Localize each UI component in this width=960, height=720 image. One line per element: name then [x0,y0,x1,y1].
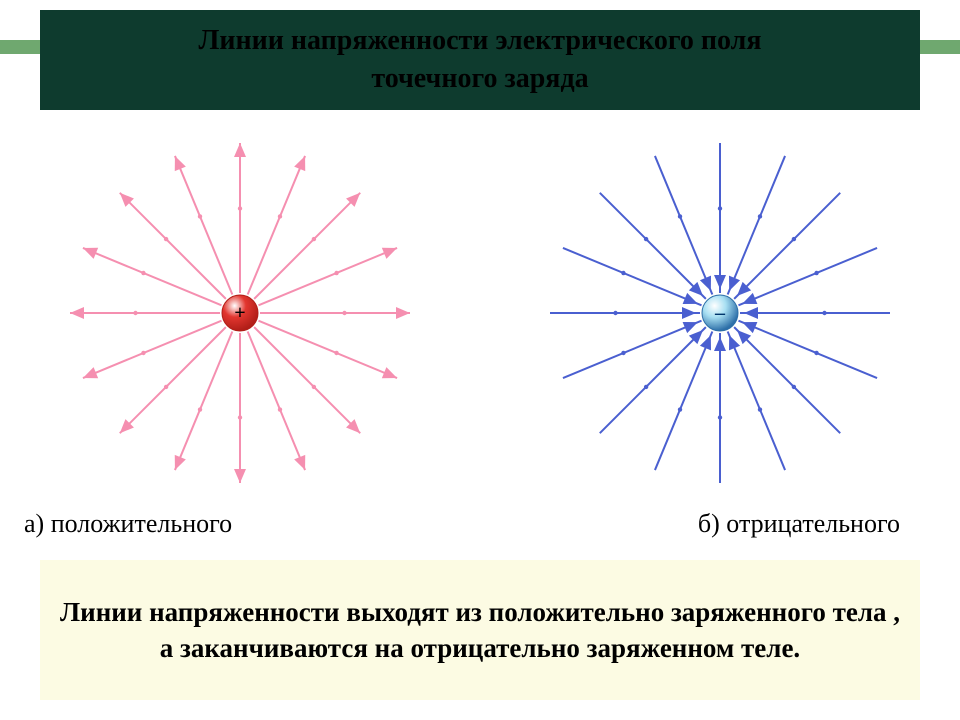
title-line2: точечного заряда [371,63,588,94]
title-line1: Линии напряженности электрического поля [198,25,761,56]
title-banner: Линии напряженности электрического поля … [40,10,920,110]
slide-page: Линии напряженности электрического поля … [0,0,960,720]
positive-caption: а) положительного [24,509,232,539]
footer-text: Линии напряженности выходят из положител… [60,594,900,667]
footer-box: Линии напряженности выходят из положител… [40,560,920,700]
title-text: Линии напряженности электрического поля … [198,22,761,98]
svg-text:–: – [714,302,726,324]
negative-field-diagram: – [520,113,920,513]
positive-field-diagram: + [40,113,440,513]
svg-text:+: + [234,302,245,324]
negative-caption: б) отрицательного [698,509,900,539]
negative-panel: – б) отрицательного [480,115,960,545]
positive-panel: + а) положительного [0,115,480,545]
diagram-area: + а) положительного – б) отрицательного [0,115,960,545]
